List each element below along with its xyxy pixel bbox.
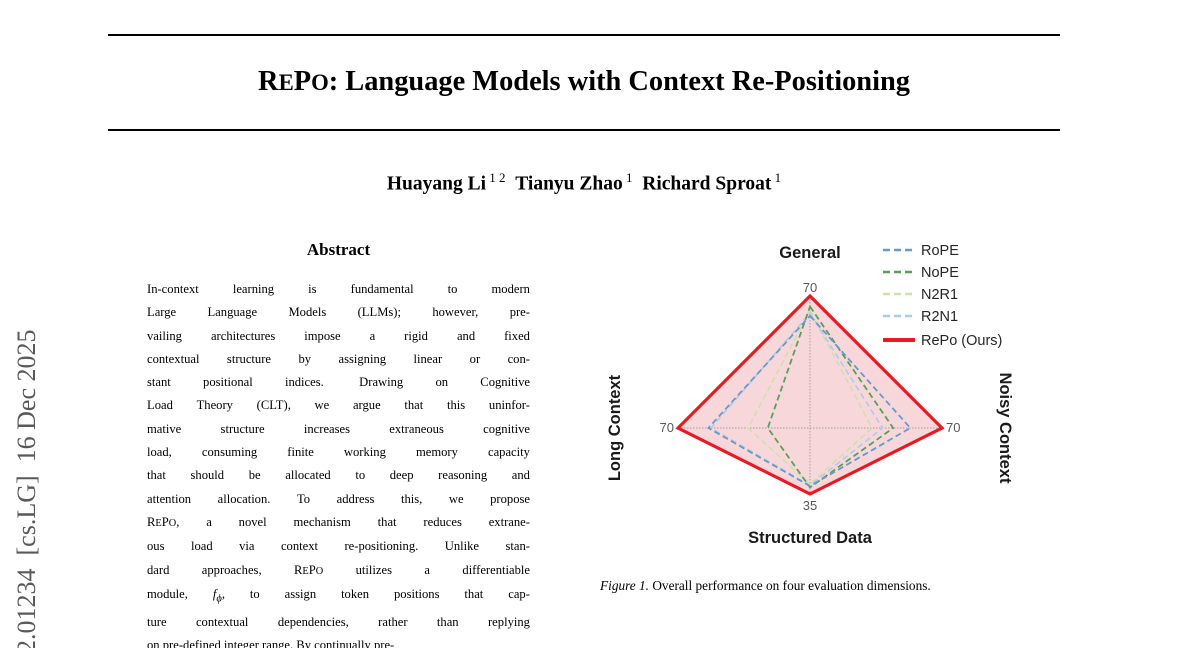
svg-text:Noisy Context: Noisy Context: [996, 373, 1014, 484]
svg-text:Structured Data: Structured Data: [748, 529, 873, 547]
svg-text:R2N1: R2N1: [921, 309, 958, 325]
svg-text:70: 70: [946, 420, 960, 435]
svg-text:RoPE: RoPE: [921, 243, 959, 259]
svg-text:RePo (Ours): RePo (Ours): [921, 333, 1002, 349]
svg-text:35: 35: [803, 498, 817, 513]
svg-text:Long Context: Long Context: [606, 374, 624, 481]
svg-text:70: 70: [660, 420, 674, 435]
svg-text:70: 70: [803, 280, 817, 295]
svg-text:N2R1: N2R1: [921, 287, 958, 303]
svg-text:NoPE: NoPE: [921, 265, 959, 281]
svg-text:General: General: [779, 244, 840, 262]
